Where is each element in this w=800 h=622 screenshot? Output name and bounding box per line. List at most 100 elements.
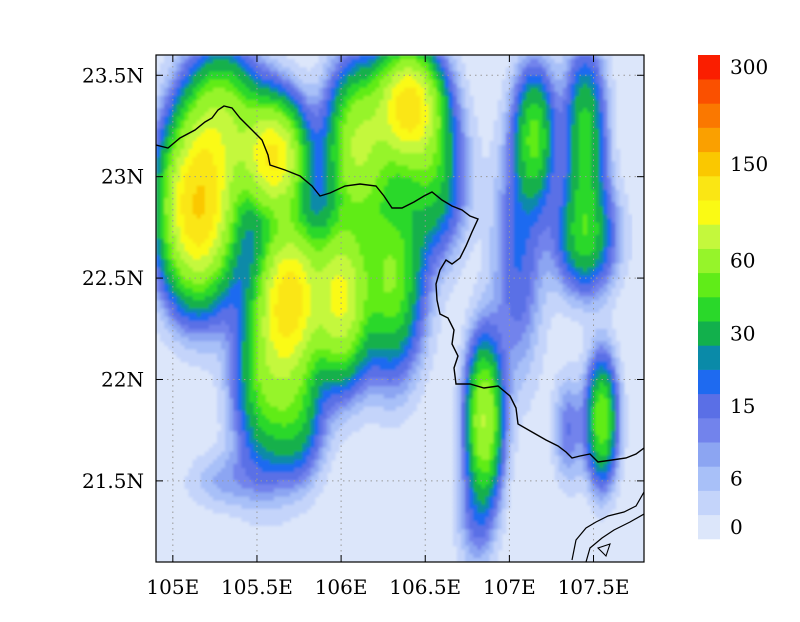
field-cell xyxy=(363,83,369,89)
field-cell xyxy=(558,128,564,134)
field-cell xyxy=(400,124,405,130)
field-cell xyxy=(188,120,194,126)
field-cell xyxy=(607,218,613,224)
field-cell xyxy=(404,63,409,68)
field-cell xyxy=(562,79,568,85)
field-cell xyxy=(546,226,552,232)
field-cell xyxy=(204,75,210,81)
field-cell xyxy=(204,63,210,68)
field-cell xyxy=(306,91,312,97)
field-cell xyxy=(501,104,507,109)
field-cell xyxy=(322,181,328,187)
field-cell xyxy=(619,194,625,199)
field-cell xyxy=(318,104,324,109)
field-cell xyxy=(477,140,482,146)
field-cell xyxy=(347,194,352,199)
field-cell xyxy=(367,120,373,126)
field-cell xyxy=(221,99,226,105)
field-cell xyxy=(196,59,202,64)
field-cell xyxy=(172,149,177,154)
field-cell xyxy=(416,230,421,236)
field-cell xyxy=(351,153,356,158)
field-cell xyxy=(273,238,279,244)
field-cell xyxy=(265,79,271,85)
field-cell xyxy=(404,185,409,191)
field-cell xyxy=(432,226,438,232)
field-cell xyxy=(436,108,442,113)
field-cell xyxy=(302,87,308,93)
field-cell xyxy=(452,222,458,228)
field-cell xyxy=(200,136,206,142)
field-cell xyxy=(221,128,226,134)
field-cell xyxy=(164,161,169,166)
field-cell xyxy=(363,218,369,224)
field-cell xyxy=(298,144,303,150)
field-cell xyxy=(265,202,271,207)
field-cell xyxy=(204,112,210,117)
field-cell xyxy=(318,95,324,101)
field-cell xyxy=(367,218,373,224)
field-cell xyxy=(473,144,478,150)
field-cell xyxy=(294,104,299,109)
field-cell xyxy=(273,140,279,146)
field-cell xyxy=(566,120,572,126)
field-cell xyxy=(424,181,430,187)
field-cell xyxy=(428,83,434,89)
field-cell xyxy=(465,206,470,211)
field-cell xyxy=(221,173,226,179)
field-cell xyxy=(578,136,584,142)
field-cell xyxy=(273,157,279,162)
field-cell xyxy=(180,87,186,93)
field-cell xyxy=(347,161,352,166)
field-cell xyxy=(469,210,474,216)
field-cell xyxy=(456,67,462,72)
field-cell xyxy=(233,226,238,232)
field-cell xyxy=(505,91,511,97)
field-cell xyxy=(253,157,259,162)
field-cell xyxy=(550,153,556,158)
field-cell xyxy=(359,83,364,89)
field-cell xyxy=(428,234,434,240)
field-cell xyxy=(578,67,584,72)
field-cell xyxy=(355,124,360,130)
field-cell xyxy=(286,108,291,113)
field-cell xyxy=(534,128,539,134)
field-cell xyxy=(546,214,552,220)
field-cell xyxy=(501,206,507,211)
field-cell xyxy=(379,95,385,101)
field-cell xyxy=(428,120,434,126)
field-cell xyxy=(615,157,621,162)
field-cell xyxy=(282,124,287,130)
field-cell xyxy=(363,59,369,64)
field-cell xyxy=(253,222,259,228)
field-cell xyxy=(229,234,234,240)
field-cell xyxy=(546,75,552,81)
field-cell xyxy=(302,132,308,138)
field-cell xyxy=(465,124,470,130)
field-cell xyxy=(180,55,186,60)
field-cell xyxy=(456,181,462,187)
field-cell xyxy=(334,83,340,89)
field-cell xyxy=(196,67,202,72)
field-cell xyxy=(379,128,385,134)
field-cell xyxy=(452,59,458,64)
field-cell xyxy=(359,55,364,60)
field-cell xyxy=(245,206,251,211)
field-cell xyxy=(363,108,369,113)
field-cell xyxy=(526,206,531,211)
field-cell xyxy=(322,222,328,228)
field-cell xyxy=(611,226,617,232)
field-cell xyxy=(196,71,202,77)
field-cell xyxy=(497,218,503,224)
field-cell xyxy=(599,157,604,162)
field-cell xyxy=(501,120,507,126)
field-cell xyxy=(493,210,499,216)
field-cell xyxy=(286,140,291,146)
field-cell xyxy=(265,218,271,224)
field-cell xyxy=(192,128,198,134)
field-cell xyxy=(408,169,413,175)
field-cell xyxy=(188,116,194,122)
field-cell xyxy=(395,83,401,89)
field-cell xyxy=(180,149,186,154)
field-cell xyxy=(611,185,617,191)
